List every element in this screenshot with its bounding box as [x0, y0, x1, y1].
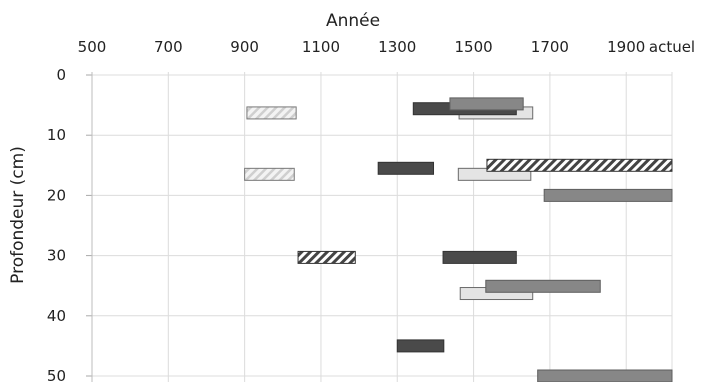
y-tick-label: 40: [47, 307, 66, 325]
y-tick-label: 50: [47, 367, 66, 382]
date-range-bar-dark: [396, 339, 445, 353]
x-axis-title: Année: [326, 11, 380, 31]
y-tick-label: 10: [47, 126, 66, 144]
y-tick-label: 20: [47, 186, 66, 204]
date-range-bar-hatched: [297, 250, 356, 264]
x-tick-label: 1500: [454, 38, 492, 56]
date-range-bar-hatched_light: [244, 167, 295, 181]
date-range-bar-dark: [442, 250, 517, 264]
y-tick-label: 30: [47, 247, 66, 265]
y-axis-title: Profondeur (cm): [8, 146, 28, 284]
date-range-bar-medium: [537, 369, 673, 382]
date-range-bar-hatched_light: [246, 106, 297, 120]
x-tick-label: 500: [78, 38, 107, 56]
date-range-bar-dark: [377, 161, 435, 175]
x-tick-label: 1700: [531, 38, 569, 56]
axes: 500 700 900 1100 1300 1500 1700 1900 actuel 0 10 20…: [47, 38, 695, 382]
bars: [244, 97, 673, 382]
x-tick-label: 900: [230, 38, 259, 56]
x-tick-label: 1900: [607, 38, 645, 56]
y-tick-label: 0: [56, 66, 66, 84]
date-range-bar-medium: [449, 97, 524, 111]
grid: [91, 72, 673, 382]
x-tick-label: actuel: [649, 38, 695, 56]
x-tick-label: 1100: [302, 38, 340, 56]
x-tick-label: 1300: [378, 38, 416, 56]
date-range-bar-hatched: [486, 158, 673, 172]
date-range-bar-medium: [485, 279, 601, 293]
date-range-bar-medium: [543, 188, 673, 202]
x-tick-label: 700: [154, 38, 183, 56]
